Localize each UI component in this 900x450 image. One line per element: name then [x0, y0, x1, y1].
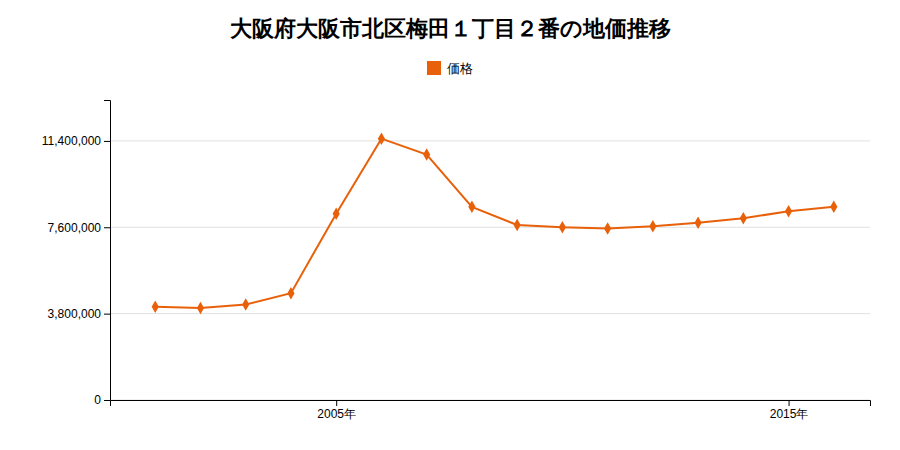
x-axis-line	[111, 401, 871, 407]
marker	[152, 301, 159, 313]
marker	[559, 221, 566, 233]
y-axis: 0 3,800,000 7,600,000 11,400,000	[42, 101, 111, 408]
x-axis: 2005年 2015年	[111, 400, 871, 421]
chart: 2005年 2015年 0 3,800,000 7,600,000 11,400,000 大…	[0, 0, 900, 450]
marker	[242, 298, 249, 310]
grid-line	[110, 227, 870, 228]
tick-mark	[104, 314, 110, 315]
tick: 7,600,000	[48, 221, 110, 235]
title: 大阪府大阪市北区梅田１丁目２番の地価推移	[230, 16, 671, 41]
marker	[740, 212, 747, 224]
legend-item: 価格	[427, 61, 473, 76]
tick-label: 2005年	[317, 407, 356, 421]
tick-label: 3,800,000	[48, 307, 102, 321]
legend-swatch	[427, 61, 441, 75]
tick: 11,400,000	[42, 134, 110, 148]
marker	[604, 222, 611, 234]
tick-label: 7,600,000	[48, 221, 102, 235]
y-axis-line	[104, 101, 111, 401]
marker	[333, 207, 340, 219]
marker	[287, 287, 294, 299]
grid-line	[110, 140, 870, 141]
tick-label: 0	[94, 393, 101, 407]
grid-line	[110, 313, 870, 314]
tick: 2005年	[317, 400, 356, 421]
tick-mark	[104, 141, 110, 142]
tick: 3,800,000	[48, 307, 110, 321]
marker	[785, 205, 792, 217]
plot-area	[152, 132, 838, 314]
marker	[468, 201, 475, 213]
marker	[830, 201, 837, 213]
marker	[423, 148, 430, 160]
marker	[378, 132, 385, 144]
grid	[110, 141, 870, 400]
tick-label: 2015年	[770, 407, 809, 421]
marker	[197, 302, 204, 314]
tick-mark	[336, 400, 337, 406]
marker	[649, 220, 656, 232]
tick: 0	[94, 393, 110, 407]
legend-label: 価格	[447, 61, 473, 76]
legend: 価格	[427, 61, 473, 76]
tick: 2015年	[770, 400, 809, 421]
tick-mark	[104, 227, 110, 228]
tick-mark	[789, 400, 790, 406]
tick-label: 11,400,000	[42, 134, 101, 148]
tick-mark	[104, 400, 110, 401]
line	[155, 139, 834, 308]
marker	[514, 219, 521, 231]
marker	[694, 216, 701, 228]
